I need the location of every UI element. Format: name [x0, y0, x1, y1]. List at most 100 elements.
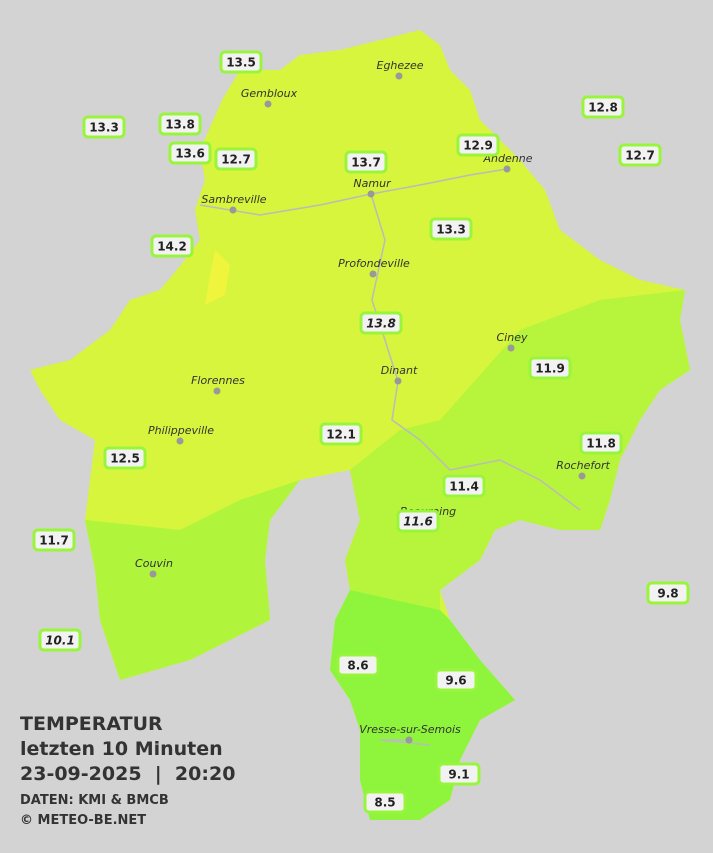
- station-box: [581, 95, 625, 119]
- station-box: [150, 234, 194, 258]
- station-box: [396, 509, 440, 533]
- station: 11.4: [442, 474, 486, 498]
- station-box: [442, 474, 486, 498]
- station-value: 13.5: [226, 56, 256, 70]
- station: 12.7: [618, 143, 662, 167]
- station-value: 11.4: [449, 480, 479, 494]
- zone-yellow: [205, 250, 230, 305]
- city-dot: [369, 270, 377, 278]
- city-dot: [264, 100, 272, 108]
- station-box: [363, 790, 407, 814]
- station-value: 13.3: [436, 223, 466, 237]
- station-value: 12.5: [110, 452, 140, 466]
- station-box: [32, 528, 76, 552]
- city-name: Profondeville: [338, 257, 410, 270]
- station: 13.8: [359, 311, 403, 335]
- station-value: 14.2: [157, 240, 187, 254]
- station: 11.6: [396, 509, 440, 533]
- station: 13.3: [429, 217, 473, 241]
- city-dot: [176, 437, 184, 445]
- subtitle: letzten 10 Minuten: [20, 738, 223, 760]
- station-value: 13.8: [165, 118, 195, 132]
- station-box: [434, 668, 478, 692]
- station-value: 10.1: [45, 634, 75, 648]
- station: 13.6: [168, 141, 212, 165]
- station: 9.8: [646, 581, 690, 605]
- station: 10.1: [38, 628, 82, 652]
- station-value: 9.8: [657, 587, 678, 601]
- station-box: [319, 422, 363, 446]
- station-value: 8.6: [347, 659, 368, 673]
- city-name: Gembloux: [241, 87, 298, 100]
- station-value: 11.6: [403, 515, 433, 529]
- station-value: 8.5: [374, 796, 395, 810]
- station-value: 12.7: [221, 153, 251, 167]
- station: 11.8: [579, 431, 623, 455]
- datetime: 23-09-2025 | 20:20: [20, 763, 235, 785]
- city-name: Dinant: [381, 364, 418, 377]
- zone-deep-green: [330, 590, 515, 820]
- city-name: Rochefort: [556, 459, 610, 472]
- station-box: [158, 112, 202, 136]
- city-name: Eghezee: [377, 59, 424, 72]
- station: 13.8: [158, 112, 202, 136]
- station: 13.7: [344, 150, 388, 174]
- city-name: Florennes: [191, 374, 245, 387]
- station: 12.5: [103, 446, 147, 470]
- city-dot: [405, 736, 413, 744]
- city-name: Ciney: [497, 331, 528, 344]
- station-box: [103, 446, 147, 470]
- station: 8.5: [363, 790, 407, 814]
- station-box: [359, 311, 403, 335]
- city-name: Couvin: [135, 557, 173, 570]
- station: 13.3: [82, 115, 126, 139]
- city-name: Namur: [353, 177, 392, 190]
- station-value: 11.9: [535, 362, 565, 376]
- station-value: 9.6: [445, 674, 466, 688]
- station: 11.9: [528, 356, 572, 380]
- station: 13.5: [219, 50, 263, 74]
- station-value: 11.7: [39, 534, 69, 548]
- station: 12.1: [319, 422, 363, 446]
- station-value: 12.7: [625, 149, 655, 163]
- station: 14.2: [150, 234, 194, 258]
- station-box: [456, 133, 500, 157]
- station-box: [618, 143, 662, 167]
- station: 12.7: [214, 147, 258, 171]
- station-box: [429, 217, 473, 241]
- city-name: Sambreville: [201, 193, 266, 206]
- station-value: 13.7: [351, 156, 381, 170]
- station-box: [528, 356, 572, 380]
- station-value: 13.3: [89, 121, 119, 135]
- city-dot: [149, 570, 157, 578]
- city-dot: [578, 472, 586, 480]
- station-value: 13.8: [366, 317, 396, 331]
- station-value: 12.9: [463, 139, 493, 153]
- station: 12.8: [581, 95, 625, 119]
- city-dot: [229, 206, 237, 214]
- station: 11.7: [32, 528, 76, 552]
- station-box: [168, 141, 212, 165]
- city-name: Vresse-sur-Semois: [359, 723, 461, 736]
- station-box: [82, 115, 126, 139]
- city-dot: [394, 377, 402, 385]
- station-box: [336, 653, 380, 677]
- station: 9.6: [434, 668, 478, 692]
- station-box: [437, 762, 481, 786]
- city-dot: [213, 387, 221, 395]
- station-value: 12.1: [326, 428, 356, 442]
- station-box: [219, 50, 263, 74]
- station-box: [646, 581, 690, 605]
- title: TEMPERATUR: [20, 713, 163, 735]
- zone-green: [85, 480, 300, 680]
- station-box: [214, 147, 258, 171]
- city-dot: [395, 72, 403, 80]
- station-value: 9.1: [448, 768, 469, 782]
- city-dot: [507, 344, 515, 352]
- station-box: [579, 431, 623, 455]
- city-name: Philippeville: [148, 424, 214, 437]
- credit: © METEO-BE.NET: [20, 813, 146, 828]
- station: 8.6: [336, 653, 380, 677]
- city-dot: [367, 190, 375, 198]
